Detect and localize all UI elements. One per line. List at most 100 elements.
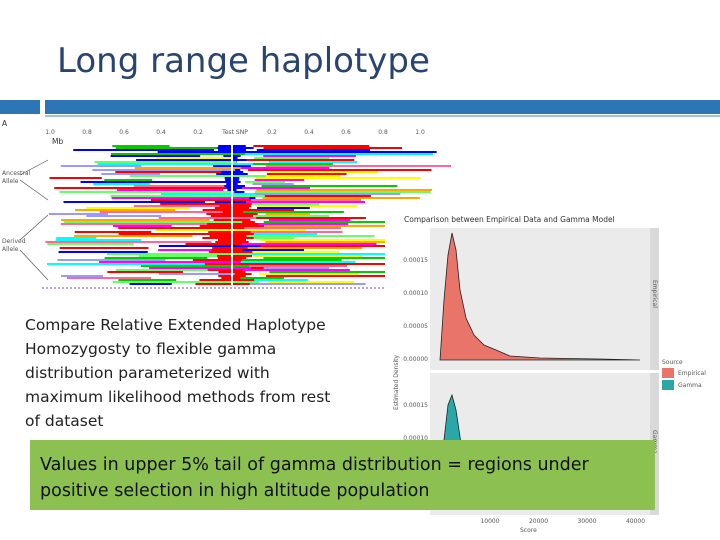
haplotype-segment [158,249,212,251]
accent-bar [0,100,40,114]
haplotype-segment [254,157,330,159]
haplotype-segment [242,259,342,261]
haplotype-segment [111,153,252,155]
haplotype-segment [257,207,310,209]
haplotype-segment [246,201,366,203]
haplotype-segment [249,283,366,285]
haplotype-segment [243,211,344,213]
group-label: Derived [2,238,26,245]
haplotype-segment [253,151,437,153]
axis-label: Test SNP [221,129,248,136]
haplotype-segment [260,239,445,241]
pointer [19,249,49,281]
haplotype-segment [107,271,184,273]
haplotype-segment [252,255,363,257]
panel-label: A [2,119,8,128]
haplotype-segment [104,179,153,181]
y-tick-label: 0.00010 [403,290,428,297]
haplotype-segment [244,181,286,183]
haplotype-segment [246,235,375,237]
haplotype-segment [92,169,236,171]
legend-item: Empirical [678,370,706,377]
haplotype-segment [110,155,201,157]
haplotype-segment [117,189,223,191]
haplotype-segment [59,191,235,193]
haplotype-segment [112,145,170,147]
strip-label: Empirical [651,280,658,308]
haplotype-segment [253,229,307,231]
haplotype-segment [261,185,398,187]
haplotype-segment [254,279,309,281]
legend-title: Source [662,359,683,366]
axis-label: 0.8 [82,129,92,136]
haplotype-segment [264,195,371,197]
haplotype-segment [86,207,189,209]
body-line: of dataset [25,412,103,430]
haplotype-segment [265,165,452,167]
body-line: Compare Relative Extended Haplotype [25,316,326,334]
haplotype-segment [269,271,403,273]
haplotype-segment [254,215,330,217]
haplotype-segment [268,219,351,221]
pointer [19,159,49,176]
haplotype-segment [266,175,341,177]
haplotype-segment [64,221,243,223]
haplotype-segment [158,273,235,275]
haplotype-segment [106,253,281,255]
haplotype-segment [268,161,358,163]
haplotype-segment [253,163,333,165]
axis-label: 0.4 [304,129,314,136]
haplotype-segment [252,251,340,253]
haplotype-segment [99,211,223,213]
haplotype-segment [115,147,218,149]
haplotype-segment [155,229,264,231]
callout-line: Values in upper 5% tail of gamma distrib… [40,455,590,475]
axis-label: 0.4 [156,129,166,136]
callout-line: positive selection in high altitude popu… [40,481,429,501]
haplotype-segment [249,265,347,267]
haplotype-segment [129,283,172,285]
haplotype-segment [55,239,142,241]
haplotype-segment [261,263,416,265]
haplotype-segment [254,179,305,181]
haplotype-segment [74,235,193,237]
y-tick-label: 0.00010 [403,435,428,442]
callout-text: Values in upper 5% tail of gamma distrib… [40,455,590,501]
y-tick-label: 0.00015 [403,257,428,264]
haplotype-segment [240,261,356,263]
density-title: Comparison between Empirical Data and Ga… [404,215,615,224]
haplotype-segment [99,261,248,263]
body-line: maximum likelihood methods from rest [25,388,330,406]
haplotype-segment [73,149,215,151]
haplotype-segment [118,227,216,229]
strip [650,228,659,370]
haplotype-segment [94,161,237,163]
haplotype-segment [115,269,208,271]
haplotype-segment [111,197,250,199]
header-bar [45,100,720,114]
haplotype-segment [149,267,252,269]
haplotype-segment [244,227,341,229]
haplotype-segment [61,219,210,221]
haplotype-segment [240,167,330,169]
haplotype-segment [138,255,218,257]
haplotype-segment [136,159,274,161]
haplotype-segment [242,187,311,189]
header-rule [45,115,720,117]
haplotype-segment [263,257,408,259]
haplotype-segment [262,197,420,199]
pointer [19,214,49,241]
y-tick-label: 0.00015 [403,402,428,409]
haplotype-segment [74,231,152,233]
group-label: Ancestral [2,170,31,177]
unit-label: Mb [52,137,63,146]
haplotype-segment [251,199,362,201]
haplotype-segment [60,223,208,225]
haplotype-segment [258,223,349,225]
x-tick-label: 40000 [626,518,645,525]
pointer [19,179,49,201]
haplotype-segment [254,191,431,193]
haplotype-segment [57,259,166,261]
haplotype-segment [47,263,205,265]
